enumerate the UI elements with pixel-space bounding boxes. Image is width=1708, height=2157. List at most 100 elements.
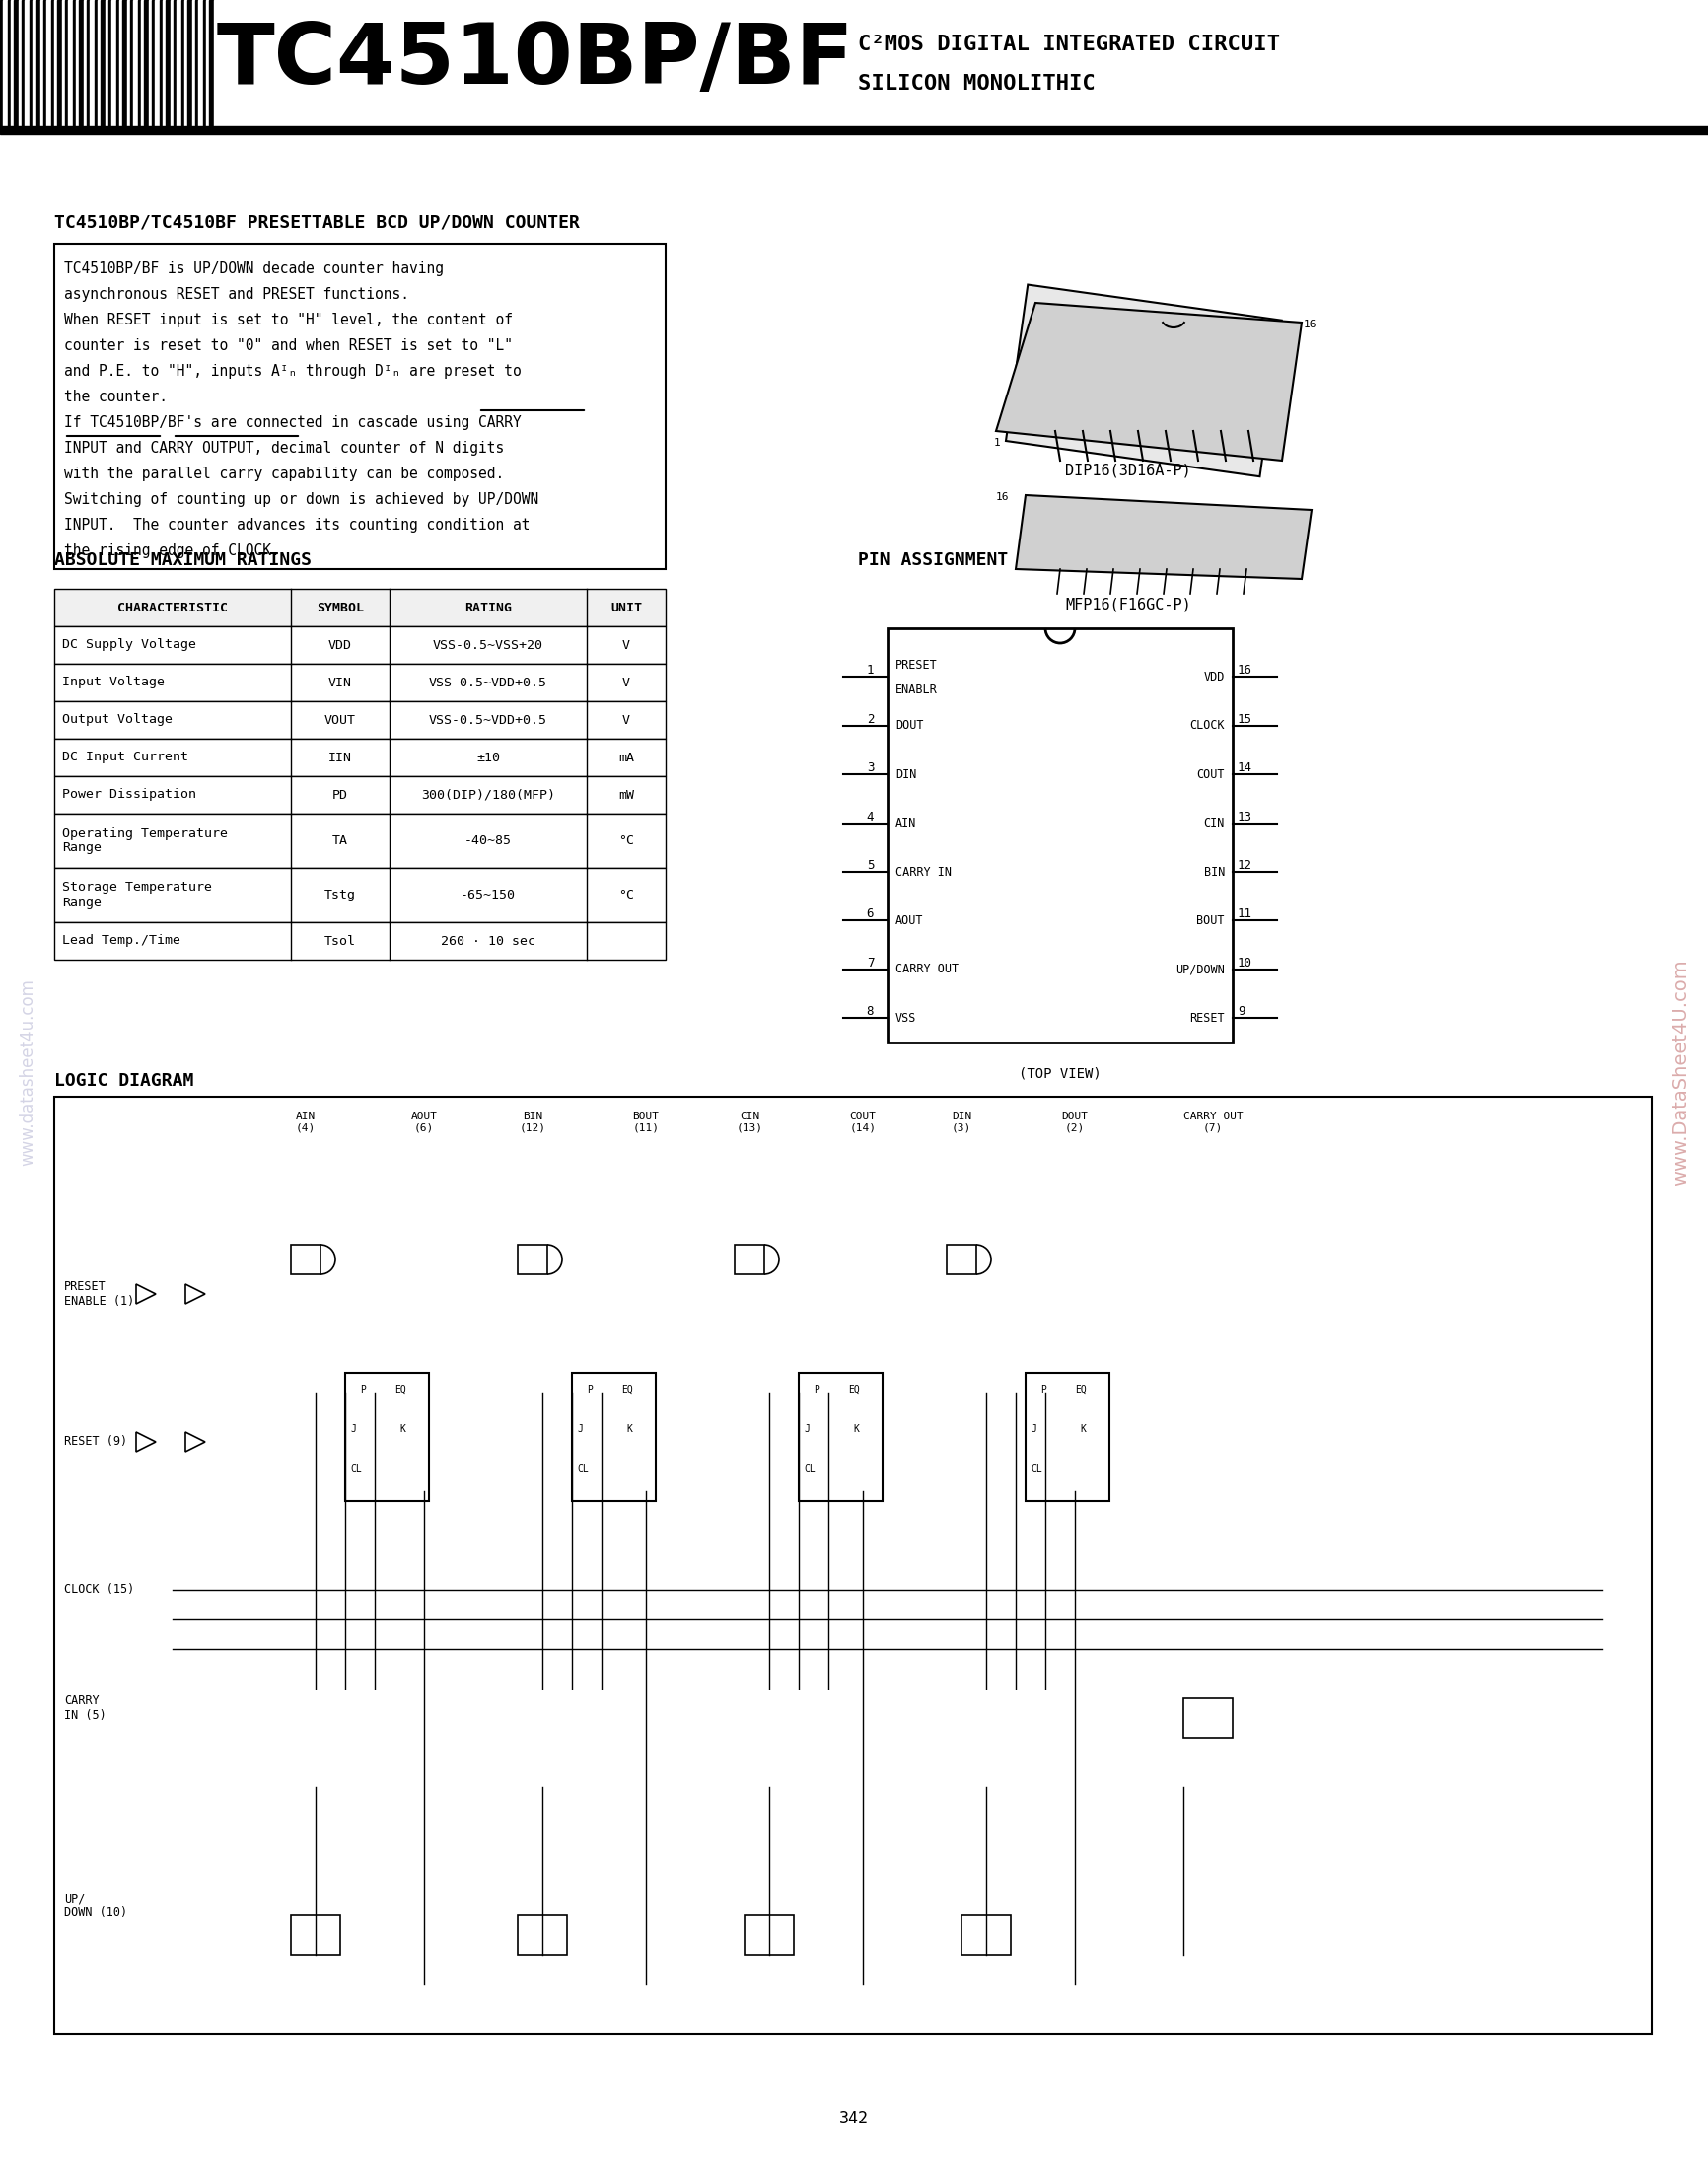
Bar xyxy=(10,0,14,127)
Text: (TOP VIEW): (TOP VIEW) xyxy=(1018,1068,1100,1081)
Text: LOGIC DIAGRAM: LOGIC DIAGRAM xyxy=(55,1072,193,1089)
Bar xyxy=(12,0,15,127)
Text: P: P xyxy=(1040,1385,1045,1396)
Bar xyxy=(149,0,152,127)
Text: BIN
(12): BIN (12) xyxy=(519,1111,545,1132)
Bar xyxy=(193,0,198,127)
Text: MFP16(F16GC-P): MFP16(F16GC-P) xyxy=(1064,597,1190,610)
Text: Power Dissipation: Power Dissipation xyxy=(61,789,196,802)
Text: the rising edge of CLOCK.: the rising edge of CLOCK. xyxy=(65,544,280,559)
Bar xyxy=(174,0,178,127)
Bar xyxy=(572,1372,656,1501)
Text: VDD: VDD xyxy=(328,638,352,651)
Text: with the parallel carry capability can be composed.: with the parallel carry capability can b… xyxy=(65,466,504,481)
Bar xyxy=(24,0,29,127)
Text: Operating Temperature
Range: Operating Temperature Range xyxy=(61,826,227,854)
Text: CHARACTERISTIC: CHARACTERISTIC xyxy=(118,602,227,615)
Text: K: K xyxy=(852,1424,859,1434)
Bar xyxy=(745,1915,794,1954)
Text: RESET (9): RESET (9) xyxy=(65,1437,128,1447)
Bar xyxy=(130,0,133,127)
Text: 16: 16 xyxy=(1237,664,1252,677)
Text: EQ: EQ xyxy=(395,1385,407,1396)
Bar xyxy=(9,0,12,127)
Text: mW: mW xyxy=(618,789,634,802)
Text: VSS: VSS xyxy=(895,1012,915,1025)
Bar xyxy=(60,0,61,127)
Bar xyxy=(118,0,121,127)
Bar xyxy=(104,0,106,127)
Text: RATING: RATING xyxy=(465,602,511,615)
Bar xyxy=(145,0,150,127)
Text: 15: 15 xyxy=(1237,714,1252,725)
Text: J: J xyxy=(1030,1424,1035,1434)
Text: www.DataSheet4U.com: www.DataSheet4U.com xyxy=(1670,960,1689,1186)
Bar xyxy=(734,1245,763,1275)
Bar xyxy=(162,0,166,127)
Text: VSS-0.5~VSS+20: VSS-0.5~VSS+20 xyxy=(432,638,543,651)
Text: CL: CL xyxy=(803,1465,815,1473)
Bar xyxy=(55,589,664,626)
Text: COUT: COUT xyxy=(1196,768,1225,781)
Bar xyxy=(51,0,55,127)
Bar xyxy=(92,0,94,127)
Bar xyxy=(94,0,97,127)
Text: 14: 14 xyxy=(1237,761,1252,774)
Bar xyxy=(68,0,73,127)
Bar xyxy=(186,0,190,127)
Text: 10: 10 xyxy=(1237,956,1252,968)
Bar xyxy=(1025,1372,1108,1501)
Bar xyxy=(106,0,108,127)
Bar xyxy=(190,0,193,127)
Text: VOUT: VOUT xyxy=(325,714,355,727)
Bar xyxy=(56,0,61,127)
Text: 260 · 10 sec: 260 · 10 sec xyxy=(441,934,535,947)
Text: DIN: DIN xyxy=(895,768,915,781)
Text: 2: 2 xyxy=(866,714,873,725)
Text: DC Supply Voltage: DC Supply Voltage xyxy=(61,638,196,651)
Bar xyxy=(198,0,202,127)
Text: K: K xyxy=(400,1424,405,1434)
Text: J: J xyxy=(803,1424,810,1434)
Text: AOUT: AOUT xyxy=(895,915,922,928)
Text: ENABLR: ENABLR xyxy=(895,684,938,697)
Bar xyxy=(210,0,214,127)
Bar xyxy=(120,0,123,127)
Bar xyxy=(166,0,171,127)
Bar xyxy=(345,1372,429,1501)
Text: CL: CL xyxy=(1030,1465,1042,1473)
Text: RESET: RESET xyxy=(1189,1012,1225,1025)
Text: BOUT: BOUT xyxy=(1196,915,1225,928)
Bar xyxy=(116,0,118,127)
Text: CL: CL xyxy=(350,1465,362,1473)
Text: DC Input Current: DC Input Current xyxy=(61,751,188,764)
Text: counter is reset to "0" and when RESET is set to "L": counter is reset to "0" and when RESET i… xyxy=(65,339,512,354)
Bar xyxy=(886,628,1231,1042)
Bar xyxy=(111,0,116,127)
Text: COUT
(14): COUT (14) xyxy=(849,1111,876,1132)
Text: TC4510BP/TC4510BF PRESETTABLE BCD UP/DOWN COUNTER: TC4510BP/TC4510BF PRESETTABLE BCD UP/DOW… xyxy=(55,214,579,231)
Bar xyxy=(126,0,130,127)
Bar xyxy=(79,0,84,127)
Bar xyxy=(214,0,215,127)
Text: Storage Temperature
Range: Storage Temperature Range xyxy=(61,882,212,908)
Text: VDD: VDD xyxy=(1202,671,1225,684)
Bar xyxy=(133,0,138,127)
Bar xyxy=(193,0,195,127)
Text: 342: 342 xyxy=(839,2110,868,2127)
Bar xyxy=(48,0,50,127)
Bar xyxy=(208,0,214,127)
Text: 9: 9 xyxy=(1237,1005,1245,1018)
Bar xyxy=(56,0,60,127)
Bar xyxy=(123,0,126,127)
Polygon shape xyxy=(996,302,1301,462)
Text: P: P xyxy=(586,1385,593,1396)
Text: DOUT: DOUT xyxy=(895,718,922,731)
Bar xyxy=(157,0,162,127)
Text: and P.E. to "H", inputs Aᴵₙ through Dᴵₙ are preset to: and P.E. to "H", inputs Aᴵₙ through Dᴵₙ … xyxy=(65,365,521,380)
Bar xyxy=(97,0,101,127)
Bar xyxy=(234,0,236,127)
Bar xyxy=(207,0,208,127)
Text: When RESET input is set to "H" level, the content of: When RESET input is set to "H" level, th… xyxy=(65,313,512,328)
Bar xyxy=(227,0,234,127)
